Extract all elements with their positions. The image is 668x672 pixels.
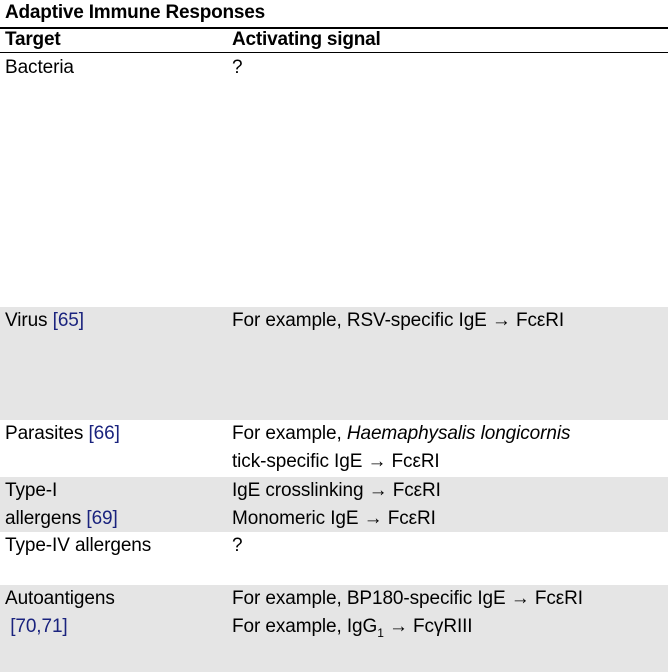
- table-header: Target Activating signal: [0, 29, 668, 52]
- citation-link[interactable]: [70,71]: [10, 616, 68, 637]
- row-separator: [0, 476, 668, 477]
- table-caption: Adaptive Immune Responses: [5, 2, 266, 23]
- table-row: Bacteria ?: [0, 54, 668, 307]
- row-signal: ?: [232, 535, 243, 556]
- table-row: Type-I allergens [69] IgE crosslinking →…: [0, 477, 668, 532]
- header-signal: Activating signal: [232, 29, 381, 50]
- top-rule: [0, 27, 668, 29]
- citation-link[interactable]: [69]: [86, 508, 118, 529]
- row-target: Parasites [66]: [5, 423, 120, 444]
- row-signal: For example, Haemaphysalis longicornis t…: [232, 423, 571, 472]
- header-target: Target: [5, 29, 61, 50]
- species-name: Haemaphysalis longicornis: [346, 423, 571, 444]
- header-rule: [0, 52, 668, 53]
- citation-link[interactable]: [65]: [52, 310, 84, 331]
- table-row: Parasites [66] For example, Haemaphysali…: [0, 420, 668, 476]
- row-signal: For example, BP180-specific IgE → FcεRI …: [232, 588, 583, 640]
- row-signal: ?: [232, 57, 243, 78]
- row-target: Autoantigens [70,71]: [5, 588, 115, 637]
- citation-link[interactable]: [66]: [88, 423, 120, 444]
- row-signal: IgE crosslinking → FcεRI Monomeric IgE →…: [232, 480, 441, 529]
- table-row: Type-IV allergens ?: [0, 532, 668, 585]
- row-target: Type-I allergens [69]: [5, 480, 118, 529]
- row-signal: For example, RSV-specific IgE → FcεRI: [232, 310, 565, 331]
- row-target: Virus [65]: [5, 310, 84, 331]
- row-target: Bacteria: [5, 57, 74, 78]
- table-row: Autoantigens [70,71] For example, BP180-…: [0, 585, 668, 672]
- table-row: Virus [65] For example, RSV-specific IgE…: [0, 307, 668, 420]
- row-target: Type-IV allergens: [5, 535, 152, 556]
